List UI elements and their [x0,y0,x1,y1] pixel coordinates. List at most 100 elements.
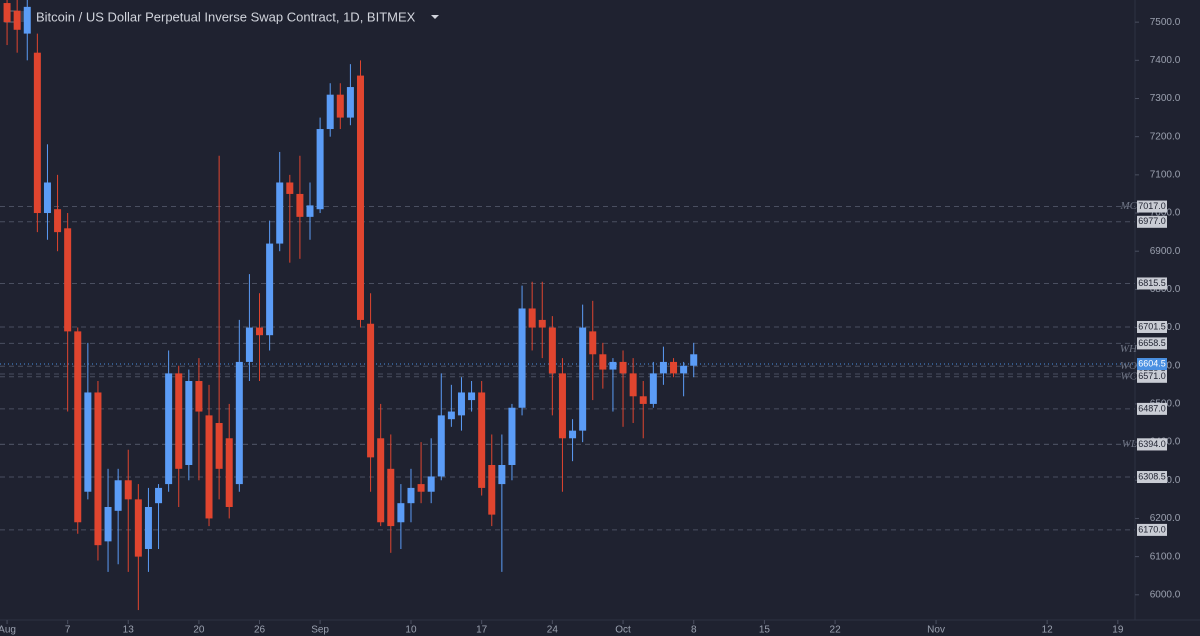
candle-body [377,438,385,523]
candle-body [114,480,122,511]
candle-body [326,94,334,130]
level-label: 6977.0 [1138,216,1166,226]
y-tick-label: 7300.0 [1150,93,1181,104]
y-tick-label: 7400.0 [1150,55,1181,66]
level-label: 6487.0 [1138,403,1166,413]
candle-body [629,373,637,397]
candle-body [94,392,102,546]
candle-body [64,228,72,332]
candle-body [13,10,21,30]
candle-body [134,499,142,557]
level-label-bg [1137,438,1167,451]
y-tick-label: 6900.0 [1150,246,1181,257]
candle-body [155,487,163,504]
level-label-bg [1137,471,1167,484]
candle-body [478,392,486,488]
candle-body [54,209,62,233]
y-tick-label: 6200.0 [1150,513,1181,524]
candle-body [43,182,51,214]
level-label-bg [1137,370,1167,383]
x-tick-label: Oct [615,625,631,636]
candle-body [144,506,152,549]
x-tick-label: 7 [65,625,71,636]
y-tick-label: 6100.0 [1150,551,1181,562]
candle-body [609,361,617,370]
x-tick-label: Aug [0,625,16,636]
candle-body [508,407,516,465]
candle-body [84,392,92,492]
candle-body [569,430,577,439]
candle-body [690,354,698,366]
x-tick-label: Nov [927,625,945,636]
last-price-label: 6604.5 [1138,358,1166,368]
candle-body [599,354,607,370]
candle-body [33,52,41,214]
candle-body [296,193,304,217]
candle-body [225,438,233,507]
candle-body [336,94,344,118]
level-label: 6170.0 [1138,524,1166,534]
level-tag: MC [1120,200,1138,212]
x-tick-label: 19 [1112,625,1124,636]
y-tick-label: 7000.0 [1150,208,1181,219]
x-tick-label: 13 [123,625,135,636]
candle-body [215,423,223,469]
candle-body [276,182,284,244]
chart-title: Bitcoin / US Dollar Perpetual Inverse Sw… [36,9,416,24]
x-tick-label: 26 [254,625,266,636]
candle-body [175,373,183,469]
level-label: 6701.5 [1138,321,1166,331]
x-tick-label: 12 [1042,625,1054,636]
x-tick-label: 24 [547,625,559,636]
title-dropdown[interactable] [431,15,439,19]
x-tick-label: 20 [193,625,205,636]
candle-body [670,361,678,374]
level-label-bg [1137,200,1167,213]
candle-body [498,465,506,485]
candle-body [205,415,213,519]
candle-body [659,361,667,374]
candle-body [74,331,82,523]
candle-body [245,327,253,362]
candle-body [306,205,314,217]
level-label-bg [1137,215,1167,228]
level-label: 6571.0 [1138,371,1166,381]
level-label-bg [1137,320,1167,333]
candle-body [23,6,31,34]
level-label-bg [1137,402,1167,415]
candle-body [387,468,395,527]
candle-body [457,392,465,416]
candle-body [124,480,132,500]
candle-body [548,327,556,374]
candle-body [165,373,173,485]
candle-body [3,3,11,23]
candle-body [256,327,264,336]
candle-body [185,381,193,465]
candle-body [397,503,405,523]
candle-body [619,361,627,374]
x-tick-label: 22 [830,625,842,636]
y-tick-label: 7200.0 [1150,131,1181,142]
candle-body [468,392,476,401]
level-label-bg [1137,337,1167,350]
candle-body [427,476,435,492]
x-tick-label: Sep [311,625,329,636]
level-label-bg [1137,523,1167,536]
level-label: 6658.5 [1138,338,1166,348]
candle-body [367,323,375,458]
x-tick-label: 15 [759,625,771,636]
candle-body [195,381,203,412]
y-tick-label: 6000.0 [1150,589,1181,600]
candle-body [346,87,354,118]
candle-body [437,415,445,477]
y-tick-label: 7500.0 [1150,17,1181,28]
level-tag: WH [1120,343,1138,355]
candle-body [518,308,526,408]
level-tag: WC [1121,370,1138,382]
candle-body [579,327,587,431]
candle-body [417,484,425,492]
x-tick-label: 17 [476,625,488,636]
candle-body [488,465,496,515]
candle-body [528,308,536,328]
